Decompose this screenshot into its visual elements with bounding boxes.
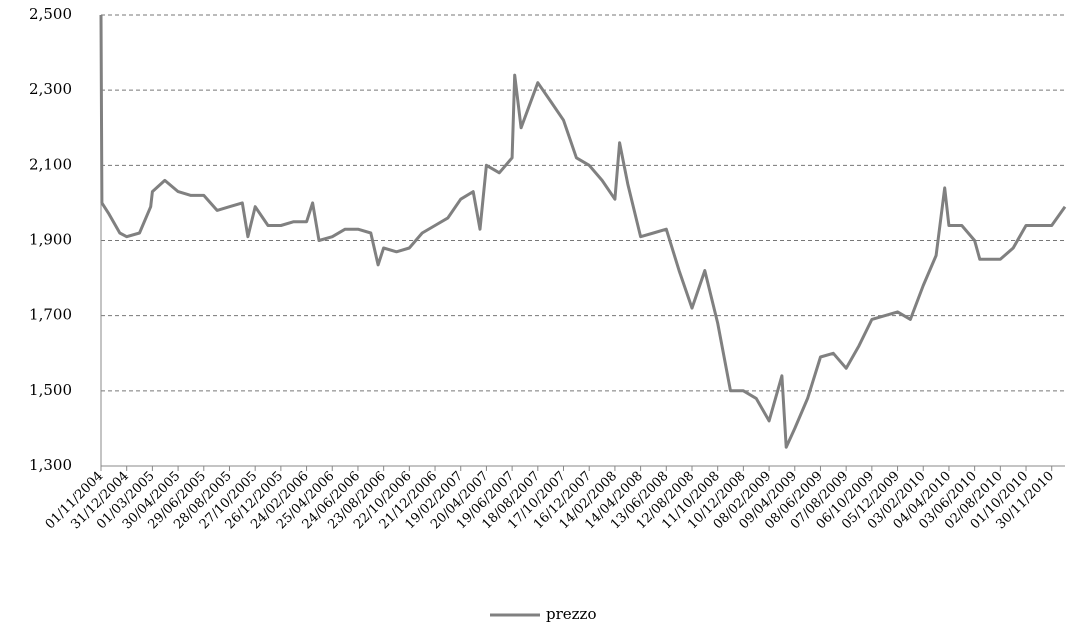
y-tick-label: 2,300 bbox=[29, 80, 72, 98]
y-tick-label: 2,500 bbox=[29, 5, 72, 23]
y-tick-label: 1,700 bbox=[29, 306, 72, 324]
y-tick-label: 1,500 bbox=[29, 381, 72, 399]
line bbox=[99, 14, 1067, 449]
y-tick-label: 1,900 bbox=[29, 231, 72, 249]
y-tick-label: 1,300 bbox=[29, 456, 72, 474]
y-tick-label: 2,100 bbox=[29, 155, 72, 173]
legend-label: prezzo bbox=[546, 605, 597, 623]
